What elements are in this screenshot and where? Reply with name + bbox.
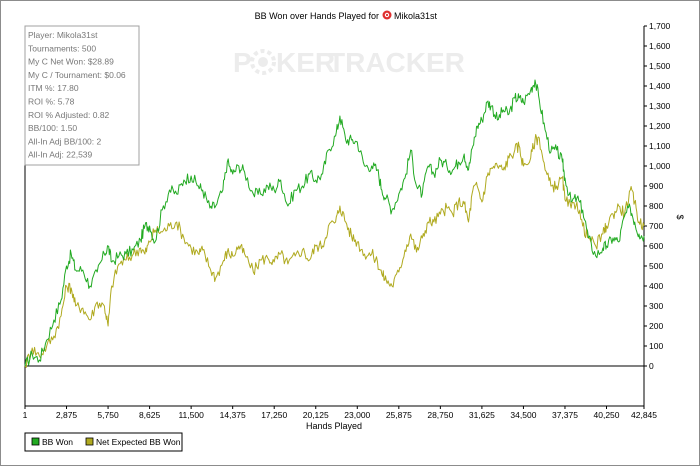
stats-line: BB/100: 1.50 (28, 123, 77, 133)
x-axis-title: Hands Played (306, 421, 362, 431)
y-tick-label: 400 (649, 281, 663, 291)
legend-label-bb-won: BB Won (42, 437, 73, 447)
x-tick-label: 20,125 (303, 410, 329, 420)
x-tick-label: 42,845 (631, 410, 657, 420)
series-line-net-expected-bb-won (24, 134, 645, 368)
x-tick-label: 28,750 (427, 410, 453, 420)
x-tick-label: 1 (23, 410, 28, 420)
x-tick-label: 31,625 (469, 410, 495, 420)
y-tick-label: 900 (649, 181, 663, 191)
legend-swatch-bb-won (31, 437, 40, 446)
y-tick-label: 0 (649, 361, 654, 371)
stats-line: Tournaments: 500 (28, 43, 96, 53)
y-tick-label: 500 (649, 261, 663, 271)
x-tick-label: 14,375 (220, 410, 246, 420)
x-tick-label: 37,375 (552, 410, 578, 420)
legend: BB Won Net Expected BB Won (24, 432, 183, 452)
y-tick-label: 100 (649, 341, 663, 351)
stats-line: All-In Adj BB/100: 2 (28, 136, 102, 146)
y-tick-label: 1,100 (649, 141, 671, 151)
stats-line: My C / Tournament: $0.06 (28, 70, 126, 80)
x-tick-label: 2,875 (56, 410, 78, 420)
y-tick-label: 1,300 (649, 101, 671, 111)
y-tick-label: 300 (649, 301, 663, 311)
series-line-bb-won (24, 79, 645, 367)
y-tick-label: 1,700 (649, 21, 671, 31)
watermark-right: KER (276, 47, 335, 78)
y-axis-ticks: 0 100 200 300 400 500 600 700 800 900 1,000 1,100 1,… (644, 21, 671, 371)
x-tick-label: 11,500 (178, 410, 204, 420)
stats-line: Player: Mikola31st (28, 30, 98, 40)
y-tick-label: 1,600 (649, 41, 671, 51)
legend-label-net-expected-bb-won: Net Expected BB Won (96, 437, 181, 447)
watermark-tracker: TRACKER (328, 47, 465, 78)
y-tick-label: 1,200 (649, 121, 671, 131)
y-tick-label: 200 (649, 321, 663, 331)
x-tick-label: 40,250 (594, 410, 620, 420)
x-tick-label: 17,250 (261, 410, 287, 420)
y-tick-label: 1,500 (649, 61, 671, 71)
y-axis-title: $ (675, 214, 685, 219)
x-tick-label: 5,750 (97, 410, 119, 420)
poker-icon (382, 10, 392, 20)
x-tick-label: 23,000 (344, 410, 370, 420)
stats-line: ITM %: 17.80 (28, 83, 79, 93)
y-tick-label: 1,000 (649, 161, 671, 171)
stats-line: ROI % Adjusted: 0.82 (28, 110, 110, 120)
x-tick-label: 34,500 (510, 410, 536, 420)
chart-title-player: Mikola31st (394, 11, 438, 21)
pokertracker-watermark: P KER TRACKER (233, 47, 465, 78)
y-tick-label: 800 (649, 201, 663, 211)
chart-title-prefix: BB Won over Hands Played for (255, 11, 379, 21)
stats-line: My C Net Won: $28.89 (28, 57, 114, 67)
x-tick-label: 25,875 (386, 410, 412, 420)
watermark-left: P (233, 47, 252, 78)
stats-box: Player: Mikola31st Tournaments: 500 My C N… (24, 25, 140, 166)
y-tick-label: 1,400 (649, 81, 671, 91)
watermark-chip-icon (250, 49, 276, 75)
x-tick-label: 8,625 (139, 410, 161, 420)
x-axis-ticks: 1 2,875 5,750 8,625 11,500 14,375 17,250 20,125… (23, 406, 657, 420)
stats-line: All-In Adj: 22,539 (28, 150, 93, 160)
stats-line: ROI %: 5.78 (28, 97, 75, 107)
y-tick-label: 700 (649, 221, 663, 231)
legend-swatch-net-expected-bb-won (85, 437, 94, 446)
y-tick-label: 600 (649, 241, 663, 251)
